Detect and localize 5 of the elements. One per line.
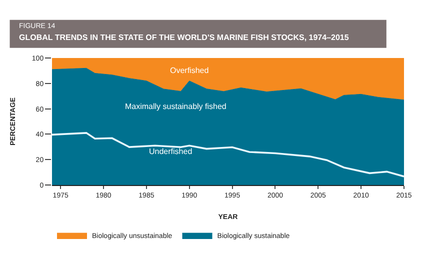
annotation: Maximally sustainably fished xyxy=(125,102,226,111)
chart-title: GLOBAL TRENDS IN THE STATE OF THE WORLD'S MARINE FISH STOCKS, 1974–2015 xyxy=(19,33,350,42)
annotation: Overfished xyxy=(170,66,209,75)
annotation: Underfished xyxy=(149,147,192,156)
line-series xyxy=(52,132,404,178)
